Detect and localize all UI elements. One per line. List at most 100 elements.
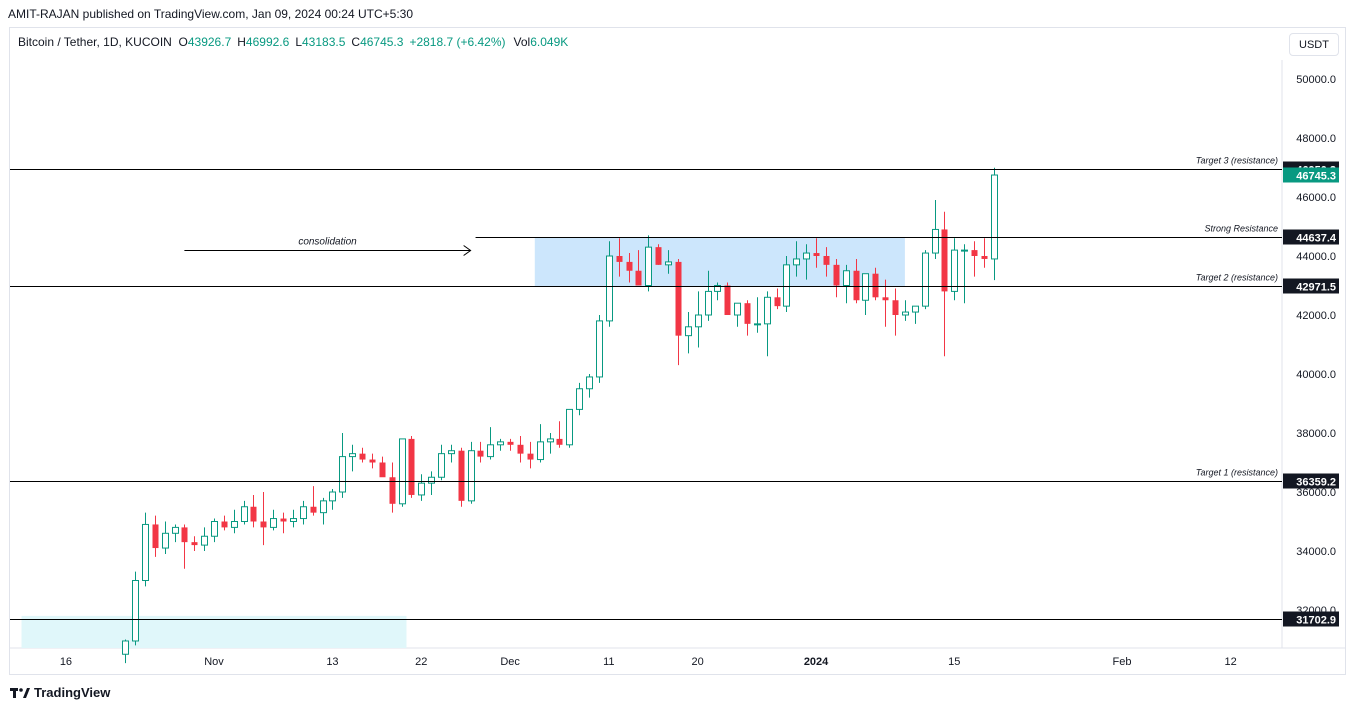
tradingview-footer: TradingView [10, 685, 110, 700]
level-price-label: 42971.5 [1296, 282, 1336, 294]
candle-body-down [389, 477, 396, 504]
candle-body-down [833, 264, 840, 286]
time-tick-label: Nov [204, 656, 224, 668]
candle-body-up [132, 580, 139, 642]
candle-body-down [981, 256, 988, 259]
candle-body-up [349, 453, 356, 458]
candle-body-down [379, 462, 386, 478]
candle-body-up [764, 296, 771, 325]
candle-body-down [181, 527, 188, 543]
candle-body-up [566, 408, 573, 446]
candle-body-down [369, 459, 376, 463]
price-tick-label: 36000.0 [1296, 487, 1336, 499]
time-tick-label: 2024 [804, 656, 829, 668]
candle-body-up [487, 444, 494, 458]
candle-body-up [438, 453, 445, 478]
candle-body-up [418, 482, 425, 496]
level-price-tag [1283, 229, 1339, 245]
level-label: Target 3 (resistance) [1196, 156, 1278, 166]
candle-body-down [813, 253, 820, 256]
candle-body-up [695, 314, 702, 328]
publisher-credit: AMIT-RAJAN published on TradingView.com,… [8, 7, 414, 21]
level-price-tag [1283, 611, 1339, 627]
last-price-label: 46745.3 [1296, 171, 1336, 183]
time-tick-label: 22 [415, 656, 427, 668]
time-tick-label: Dec [500, 656, 520, 668]
time-tick-label: 11 [603, 656, 614, 668]
candle-body-down [774, 297, 781, 307]
level-price-label: 36359.2 [1296, 477, 1336, 489]
candle-body-up [685, 326, 692, 337]
candle-body-down [853, 270, 860, 301]
candle-body-up [537, 441, 544, 461]
candle-body-up [705, 290, 712, 316]
candle-body-down [941, 229, 948, 292]
candle-body-up [172, 526, 179, 534]
candle-body-up [576, 388, 583, 410]
time-tick-label: 16 [60, 656, 72, 668]
candle-body-up [803, 252, 810, 260]
candle-body-down [626, 261, 633, 271]
candle-body-up [932, 228, 939, 254]
open-value: 43926.7 [187, 35, 232, 49]
candle-body-up [783, 264, 790, 307]
candle-body-up [922, 252, 929, 307]
candle-body-up [754, 323, 761, 326]
price-tick-label: 48000.0 [1296, 133, 1336, 145]
candle-body-up [912, 305, 919, 313]
price-tick-label: 44000.0 [1296, 251, 1336, 263]
candle-body-up [902, 311, 909, 316]
level-price-label: 31702.9 [1296, 615, 1336, 627]
currency-button[interactable]: USDT [1289, 33, 1339, 56]
candle-body-up [665, 261, 672, 266]
time-tick-label: 13 [326, 656, 338, 668]
volume-label: Vol [513, 35, 531, 49]
candle-body-up [142, 523, 149, 582]
price-tick-label: 38000.0 [1296, 428, 1336, 440]
candle-body-up [201, 535, 208, 546]
candle-body-up [991, 174, 998, 260]
candle-body-up [300, 506, 307, 520]
close-label: C [351, 35, 361, 49]
candle-body-down [477, 450, 484, 457]
candle-body-up [339, 456, 346, 493]
footer-brand: TradingView [34, 685, 111, 700]
candle-body-up [329, 491, 336, 502]
candle-body-up [951, 249, 958, 292]
candle-body-up [320, 500, 327, 514]
candle-body-up [231, 521, 238, 528]
candle-body-up [793, 258, 800, 266]
level-label: Target 2 (resistance) [1196, 273, 1278, 283]
price-tick-label: 40000.0 [1296, 369, 1336, 381]
candle-body-down [517, 444, 524, 454]
candle-body-up [596, 320, 603, 378]
candle-body-up [547, 438, 554, 443]
candle-body-down [507, 441, 514, 445]
time-tick-label: Feb [1113, 656, 1132, 668]
price-tick-label: 50000.0 [1296, 74, 1336, 86]
candle-body-down [359, 453, 366, 460]
candle-body-up [211, 521, 218, 537]
level-price-label: 44637.4 [1296, 233, 1337, 245]
level-price-tag [1283, 473, 1339, 489]
candle-body-down [872, 273, 879, 298]
price-tick-label: 46000.0 [1296, 192, 1336, 204]
volume-value: 6.049K [530, 35, 569, 49]
candle-body-down [527, 453, 534, 460]
candle-body-down [191, 542, 198, 546]
candle-body-up [290, 518, 297, 522]
candle-body-down [971, 250, 978, 256]
candle-body-up [468, 450, 475, 502]
candle-body-down [616, 256, 623, 262]
level-label: Strong Resistance [1204, 224, 1278, 234]
candle-body-down [744, 303, 751, 324]
time-tick-label: 20 [692, 656, 704, 668]
candle-body-up [714, 285, 721, 292]
candle-body-down [882, 297, 889, 301]
candle-body-up [448, 450, 455, 455]
candle-body-up [606, 255, 613, 322]
annotation-arrow-head [463, 245, 472, 256]
candle-body-up [399, 438, 406, 505]
symbol-title: Bitcoin / Tether, 1D, KUCOIN [18, 35, 172, 49]
